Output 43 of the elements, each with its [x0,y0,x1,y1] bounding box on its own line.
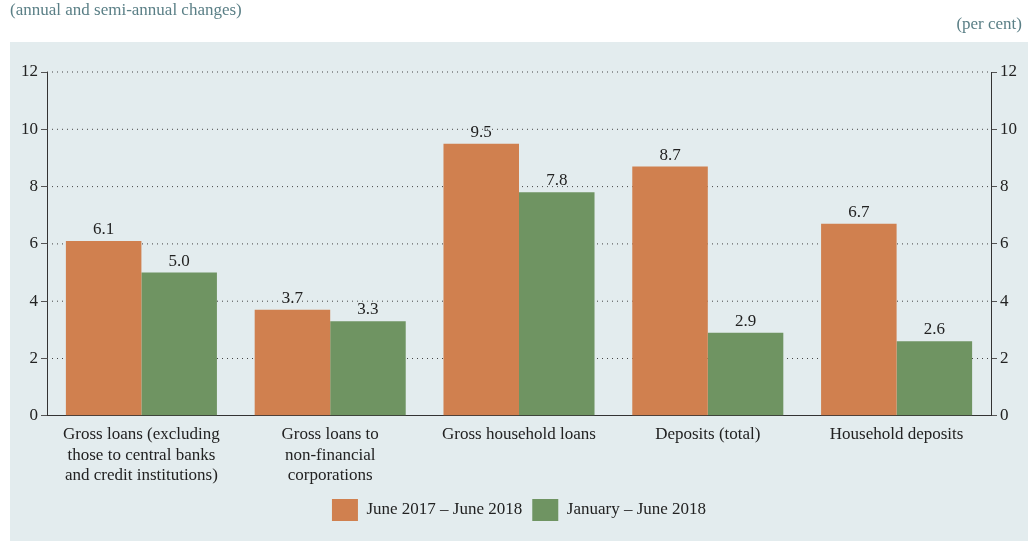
data-label: 6.7 [848,201,870,221]
data-label: 9.5 [470,121,492,141]
legend-label: June 2017 – June 2018 [366,499,523,519]
y-tick-label: 10 [21,118,38,138]
data-label: 7.8 [546,170,568,190]
x-tick-label: Household deposits [829,424,964,444]
x-tick-label: Gross household loans [442,424,596,444]
bar [821,223,897,416]
data-label: 8.7 [659,144,682,164]
y2-tick-label: 2 [1000,347,1009,367]
bar [254,309,331,416]
chart-subtitle: (annual and semi-annual changes) [10,0,242,20]
bar [707,332,784,416]
data-label: 3.7 [281,287,304,307]
y2-tick-label: 6 [1000,233,1009,253]
y2-axis-title: (per cent) [956,14,1022,34]
y-tick-label: 4 [29,290,39,310]
x-tick-label: Gross loans to non-financial corporations [281,424,379,485]
y-tick-label: 12 [21,61,38,81]
bar [632,166,708,416]
y-tick-label: 6 [29,233,38,253]
bar [896,341,973,416]
y2-tick-label: 8 [1000,176,1009,196]
data-label: 6.1 [93,219,115,238]
data-label: 3.3 [357,299,379,319]
y2-tick-label: 0 [1000,405,1009,425]
y-tick-label: 2 [29,347,38,367]
bar [141,272,217,416]
x-tick-label: Deposits (total) [655,424,761,444]
data-label: 2.6 [923,319,945,339]
y-tick-label: 8 [29,176,38,196]
y2-tick-label: 12 [1000,61,1017,81]
bar [65,241,142,416]
x-tick-label: Gross loans (excluding those to central banks and credit institutions) [63,424,221,485]
data-label: 2.9 [734,310,757,330]
y-tick-label: 0 [29,405,38,425]
y2-tick-label: 4 [1000,290,1009,310]
bar [330,321,406,416]
y2-tick-label: 10 [1000,118,1017,138]
data-label: 5.0 [168,250,190,270]
bar [519,192,595,416]
bar [443,143,519,416]
legend-label: January – June 2018 [566,499,707,519]
